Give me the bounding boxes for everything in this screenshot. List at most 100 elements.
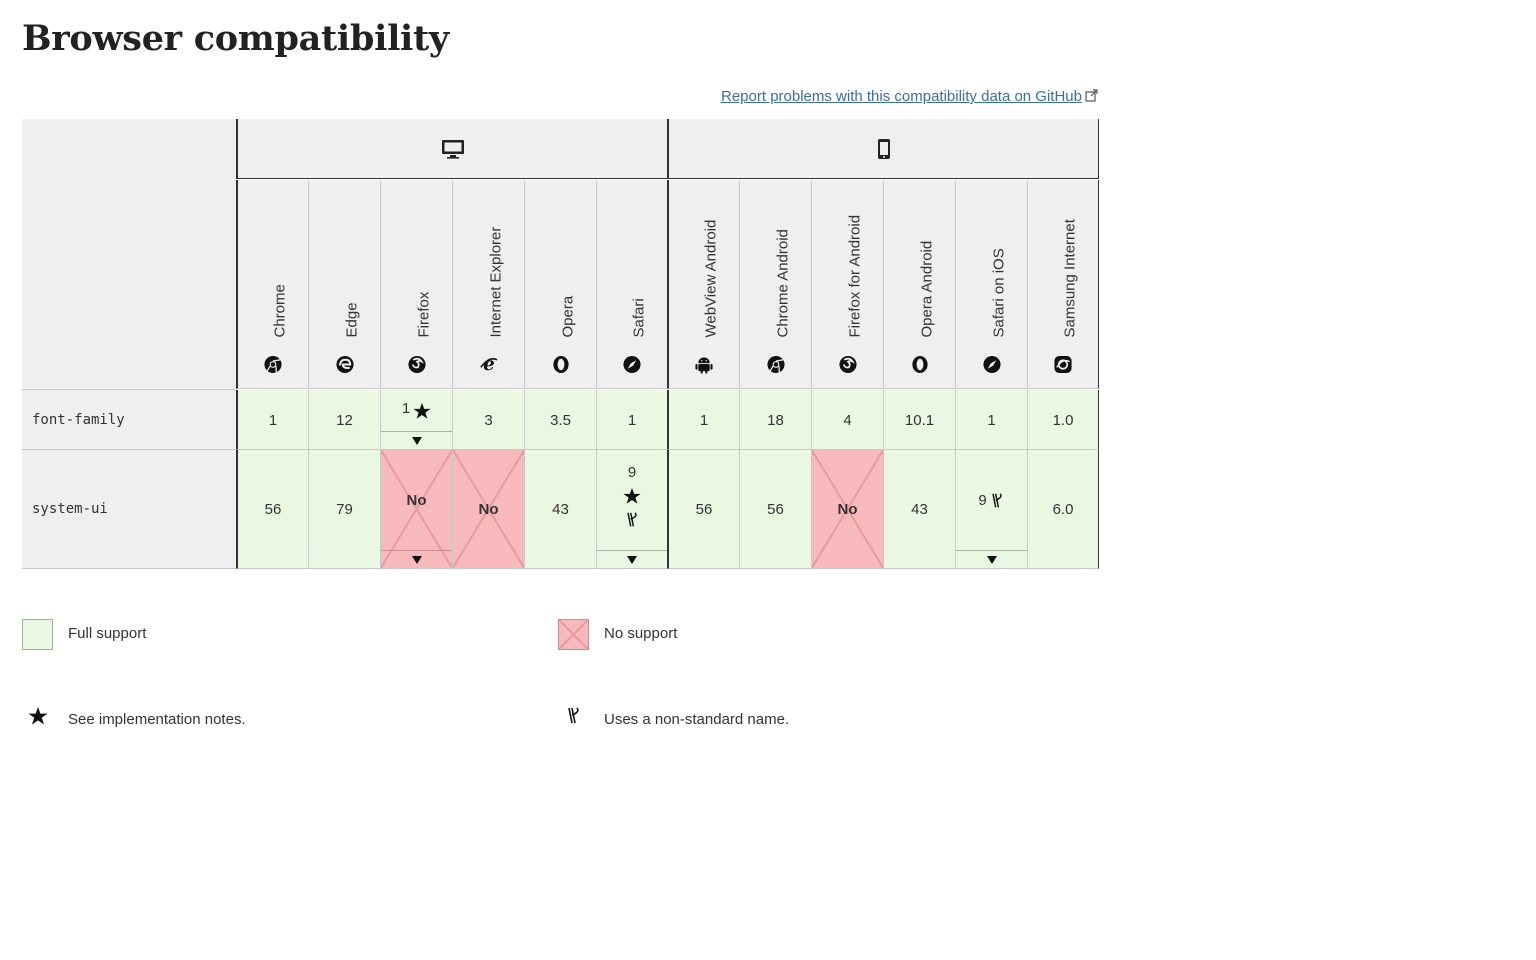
support-value: 1: [987, 411, 996, 429]
legend-full-support-label: Full support: [68, 625, 147, 642]
support-value-line: 43: [884, 450, 955, 568]
platform-desktop: [236, 119, 667, 179]
support-value: 1.0: [1052, 411, 1074, 429]
support-cell: 1.0: [1027, 390, 1099, 450]
legend-impl-notes-label: See implementation notes.: [68, 711, 246, 728]
support-value-line: 1: [238, 390, 308, 449]
support-value: 56: [264, 501, 282, 518]
support-cell: No: [452, 450, 524, 569]
android-icon: [695, 357, 713, 374]
support-value-line: 43: [525, 450, 596, 568]
mobile-icon: [877, 138, 890, 159]
support-value: 12: [336, 411, 353, 429]
expand-toggle[interactable]: [381, 550, 452, 568]
support-cell: No: [811, 450, 883, 569]
support-value: 9: [978, 492, 987, 509]
support-value: 10.1: [904, 411, 935, 429]
support-cell: 56: [739, 450, 811, 569]
support-value-line: 56: [238, 450, 308, 568]
star-icon: [413, 402, 431, 419]
desktop-icon: [441, 139, 464, 159]
legend-full-support-swatch: [22, 619, 53, 650]
support-cell: 43: [883, 450, 955, 569]
browser-name: Internet Explorer: [487, 226, 504, 338]
cross-icon: [559, 620, 588, 649]
support-cell[interactable]: 1: [380, 390, 452, 450]
chrome-icon: [264, 355, 282, 374]
table-corner: [22, 119, 236, 390]
browser-header-chrome-android: Chrome Android: [739, 180, 811, 389]
support-cell: 10.1: [883, 390, 955, 450]
report-link[interactable]: Report problems with this compatibility …: [721, 88, 1098, 105]
expand-toggle[interactable]: [597, 550, 667, 568]
cross-icon: [453, 450, 524, 568]
browser-header-edge: Edge: [308, 180, 380, 389]
chrome-icon: [766, 355, 785, 374]
support-value-line: 4: [812, 390, 883, 449]
browser-header-internet-explorer: Internet Explorer e: [452, 180, 524, 389]
support-value: 9: [627, 464, 637, 481]
triangle-down-icon: [986, 555, 997, 564]
firefox-icon: [838, 355, 857, 374]
support-value: 56: [695, 501, 713, 518]
support-value: 43: [911, 501, 928, 518]
feature-name: system-ui: [22, 450, 236, 569]
browser-header-opera-android: Opera Android: [883, 180, 955, 389]
support-cell: 1: [667, 390, 739, 450]
no-support-label: No: [478, 501, 499, 518]
support-cell: 1: [596, 390, 667, 450]
support-value: 3.5: [550, 411, 571, 429]
cross-icon: [381, 450, 452, 568]
browser-header-opera: Opera: [524, 180, 596, 389]
support-cell[interactable]: No: [380, 450, 452, 569]
browser-header-safari: Safari: [596, 180, 667, 389]
browser-header-firefox-for-android: Firefox for Android: [811, 180, 883, 389]
support-value-line: 1: [669, 390, 739, 449]
external-link-icon: [1085, 89, 1098, 102]
prefix-icon: [568, 707, 579, 724]
support-value-line: 6.0: [1028, 450, 1098, 568]
support-value-line: No: [453, 450, 524, 568]
support-value: 1: [401, 399, 411, 417]
support-value-line: No: [812, 450, 883, 568]
support-value: 1: [627, 411, 637, 429]
page-title: Browser compatibility: [22, 18, 449, 59]
prefix-icon: [991, 492, 1002, 507]
legend-no-support-label: No support: [604, 625, 678, 642]
support-cell: 43: [524, 450, 596, 569]
browser-name: Edge: [343, 302, 360, 338]
browser-name: Samsung Internet: [1061, 219, 1079, 338]
support-value-line: 10.1: [884, 390, 955, 449]
feature-name: font-family: [22, 390, 236, 450]
prefix-icon: [626, 512, 637, 527]
edge-icon: [335, 355, 354, 374]
expand-toggle[interactable]: [381, 431, 452, 449]
star-icon: [28, 707, 48, 725]
cross-icon: [812, 450, 883, 568]
support-cell[interactable]: 9: [955, 450, 1027, 569]
support-value-line: 18: [740, 390, 811, 449]
support-cell: 56: [667, 450, 739, 569]
browser-name: WebView Android: [702, 219, 720, 338]
support-value: 1: [699, 411, 709, 429]
no-support-label: No: [406, 492, 427, 509]
support-value: 43: [552, 501, 569, 518]
safari-icon: [623, 355, 641, 374]
browser-header-chrome: Chrome: [236, 180, 308, 389]
support-value: 4: [843, 411, 852, 429]
support-cell[interactable]: 9: [596, 450, 667, 569]
support-cell: 56: [236, 450, 308, 569]
browser-name: Chrome Android: [774, 229, 791, 338]
safari-icon: [982, 355, 1001, 374]
support-value-line: 3: [453, 390, 524, 449]
support-value: 3: [484, 411, 493, 429]
browser-name: Safari on iOS: [990, 248, 1007, 338]
support-value-line: 1: [381, 390, 452, 432]
report-link-text: Report problems with this compatibility …: [721, 88, 1082, 105]
compat-table: Chrome Edge Firefox Internet Explorer e Opera…: [22, 119, 1099, 569]
browser-name: Chrome: [271, 284, 289, 338]
support-value-line: 56: [669, 450, 739, 568]
expand-toggle[interactable]: [956, 550, 1027, 568]
support-cell: 18: [739, 390, 811, 450]
support-cell: 1: [236, 390, 308, 450]
